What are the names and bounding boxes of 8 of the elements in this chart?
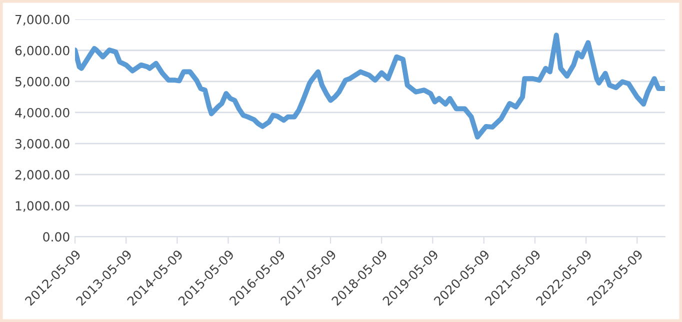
y-tick-label: 2,000.00 bbox=[15, 170, 70, 181]
y-tick-label: 6,000.00 bbox=[15, 46, 70, 57]
y-tick-label: 5,000.00 bbox=[15, 76, 70, 88]
y-tick-label: 0.00 bbox=[43, 232, 70, 242]
y-tick-label: 4,000.00 bbox=[15, 108, 70, 119]
y-tick-label: 3,000.00 bbox=[15, 138, 70, 150]
y-tick-label: 1,000.00 bbox=[16, 201, 70, 212]
y-tick-label: 7,000.00 bbox=[16, 14, 70, 26]
